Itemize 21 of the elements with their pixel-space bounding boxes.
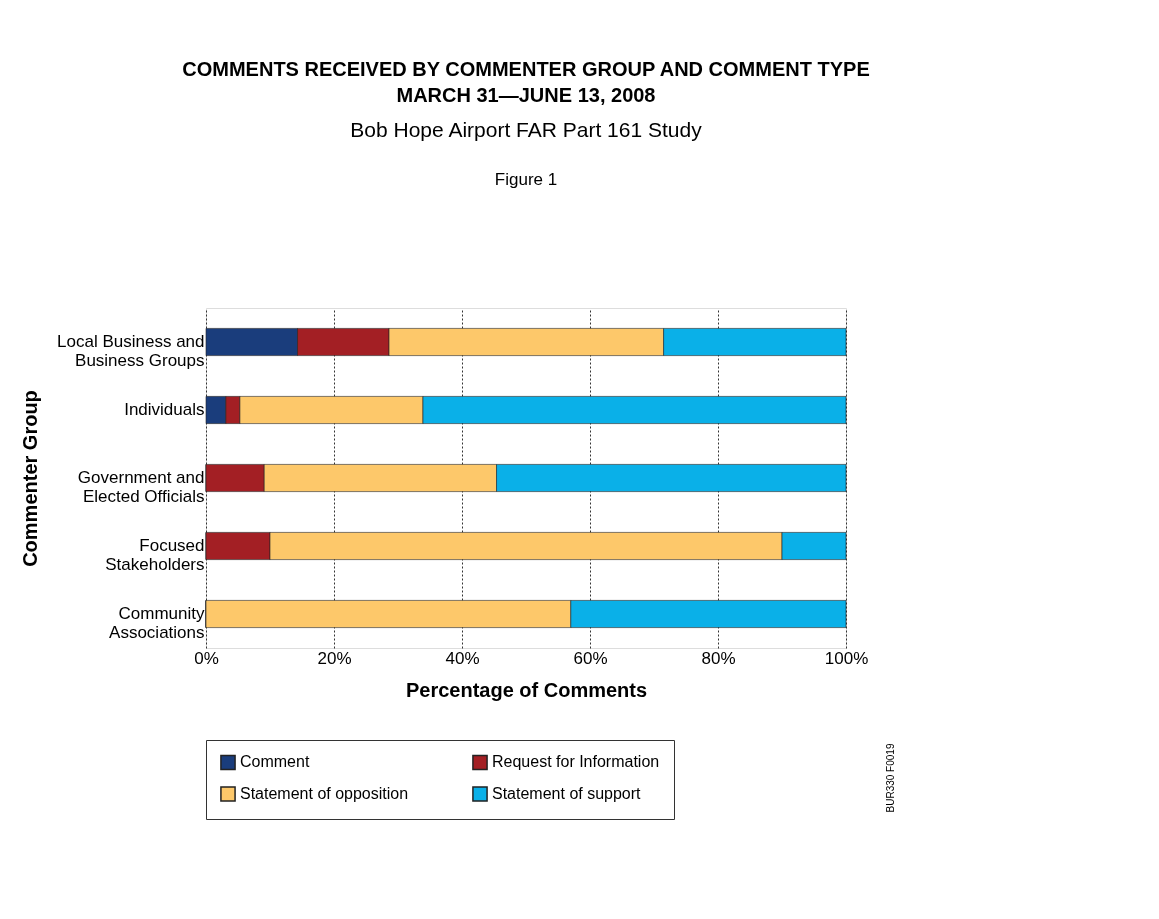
y-tick-label: Government and Elected Officials bbox=[77, 468, 205, 506]
x-tick-label: 100% bbox=[824, 648, 869, 668]
legend-label: Request for Information bbox=[492, 753, 660, 771]
x-tick-label: 80% bbox=[701, 648, 736, 668]
chart-subtitle: Bob Hope Airport FAR Part 161 Study bbox=[350, 118, 703, 141]
legend-label: Statement of support bbox=[492, 785, 642, 802]
caption: Figure 1 bbox=[494, 170, 558, 189]
y-tick-label: Individuals bbox=[124, 400, 205, 419]
y-axis-title: Commenter Group bbox=[19, 390, 42, 567]
chart-title: COMMENTS RECEIVED BY COMMENTER GROUP AND COMMENT TYPE MARCH 31—JUNE 13, 2008 bbox=[182, 58, 870, 106]
legend-label: Statement of opposition bbox=[240, 785, 409, 802]
y-tick-label: Community Associations bbox=[109, 604, 205, 642]
x-tick-label: 40% bbox=[445, 648, 480, 668]
x-axis-title: Percentage of Comments bbox=[405, 678, 648, 701]
x-tick-label: 60% bbox=[573, 648, 608, 668]
legend-label: Comment bbox=[240, 753, 310, 771]
y-tick-label: Focused Stakeholders bbox=[105, 536, 205, 574]
x-tick-label: 20% bbox=[317, 648, 352, 668]
x-tick-label: 0% bbox=[194, 648, 219, 668]
y-tick-label: Local Business and Business Groups bbox=[57, 332, 205, 370]
text: BUR330 F0019 bbox=[885, 743, 896, 813]
